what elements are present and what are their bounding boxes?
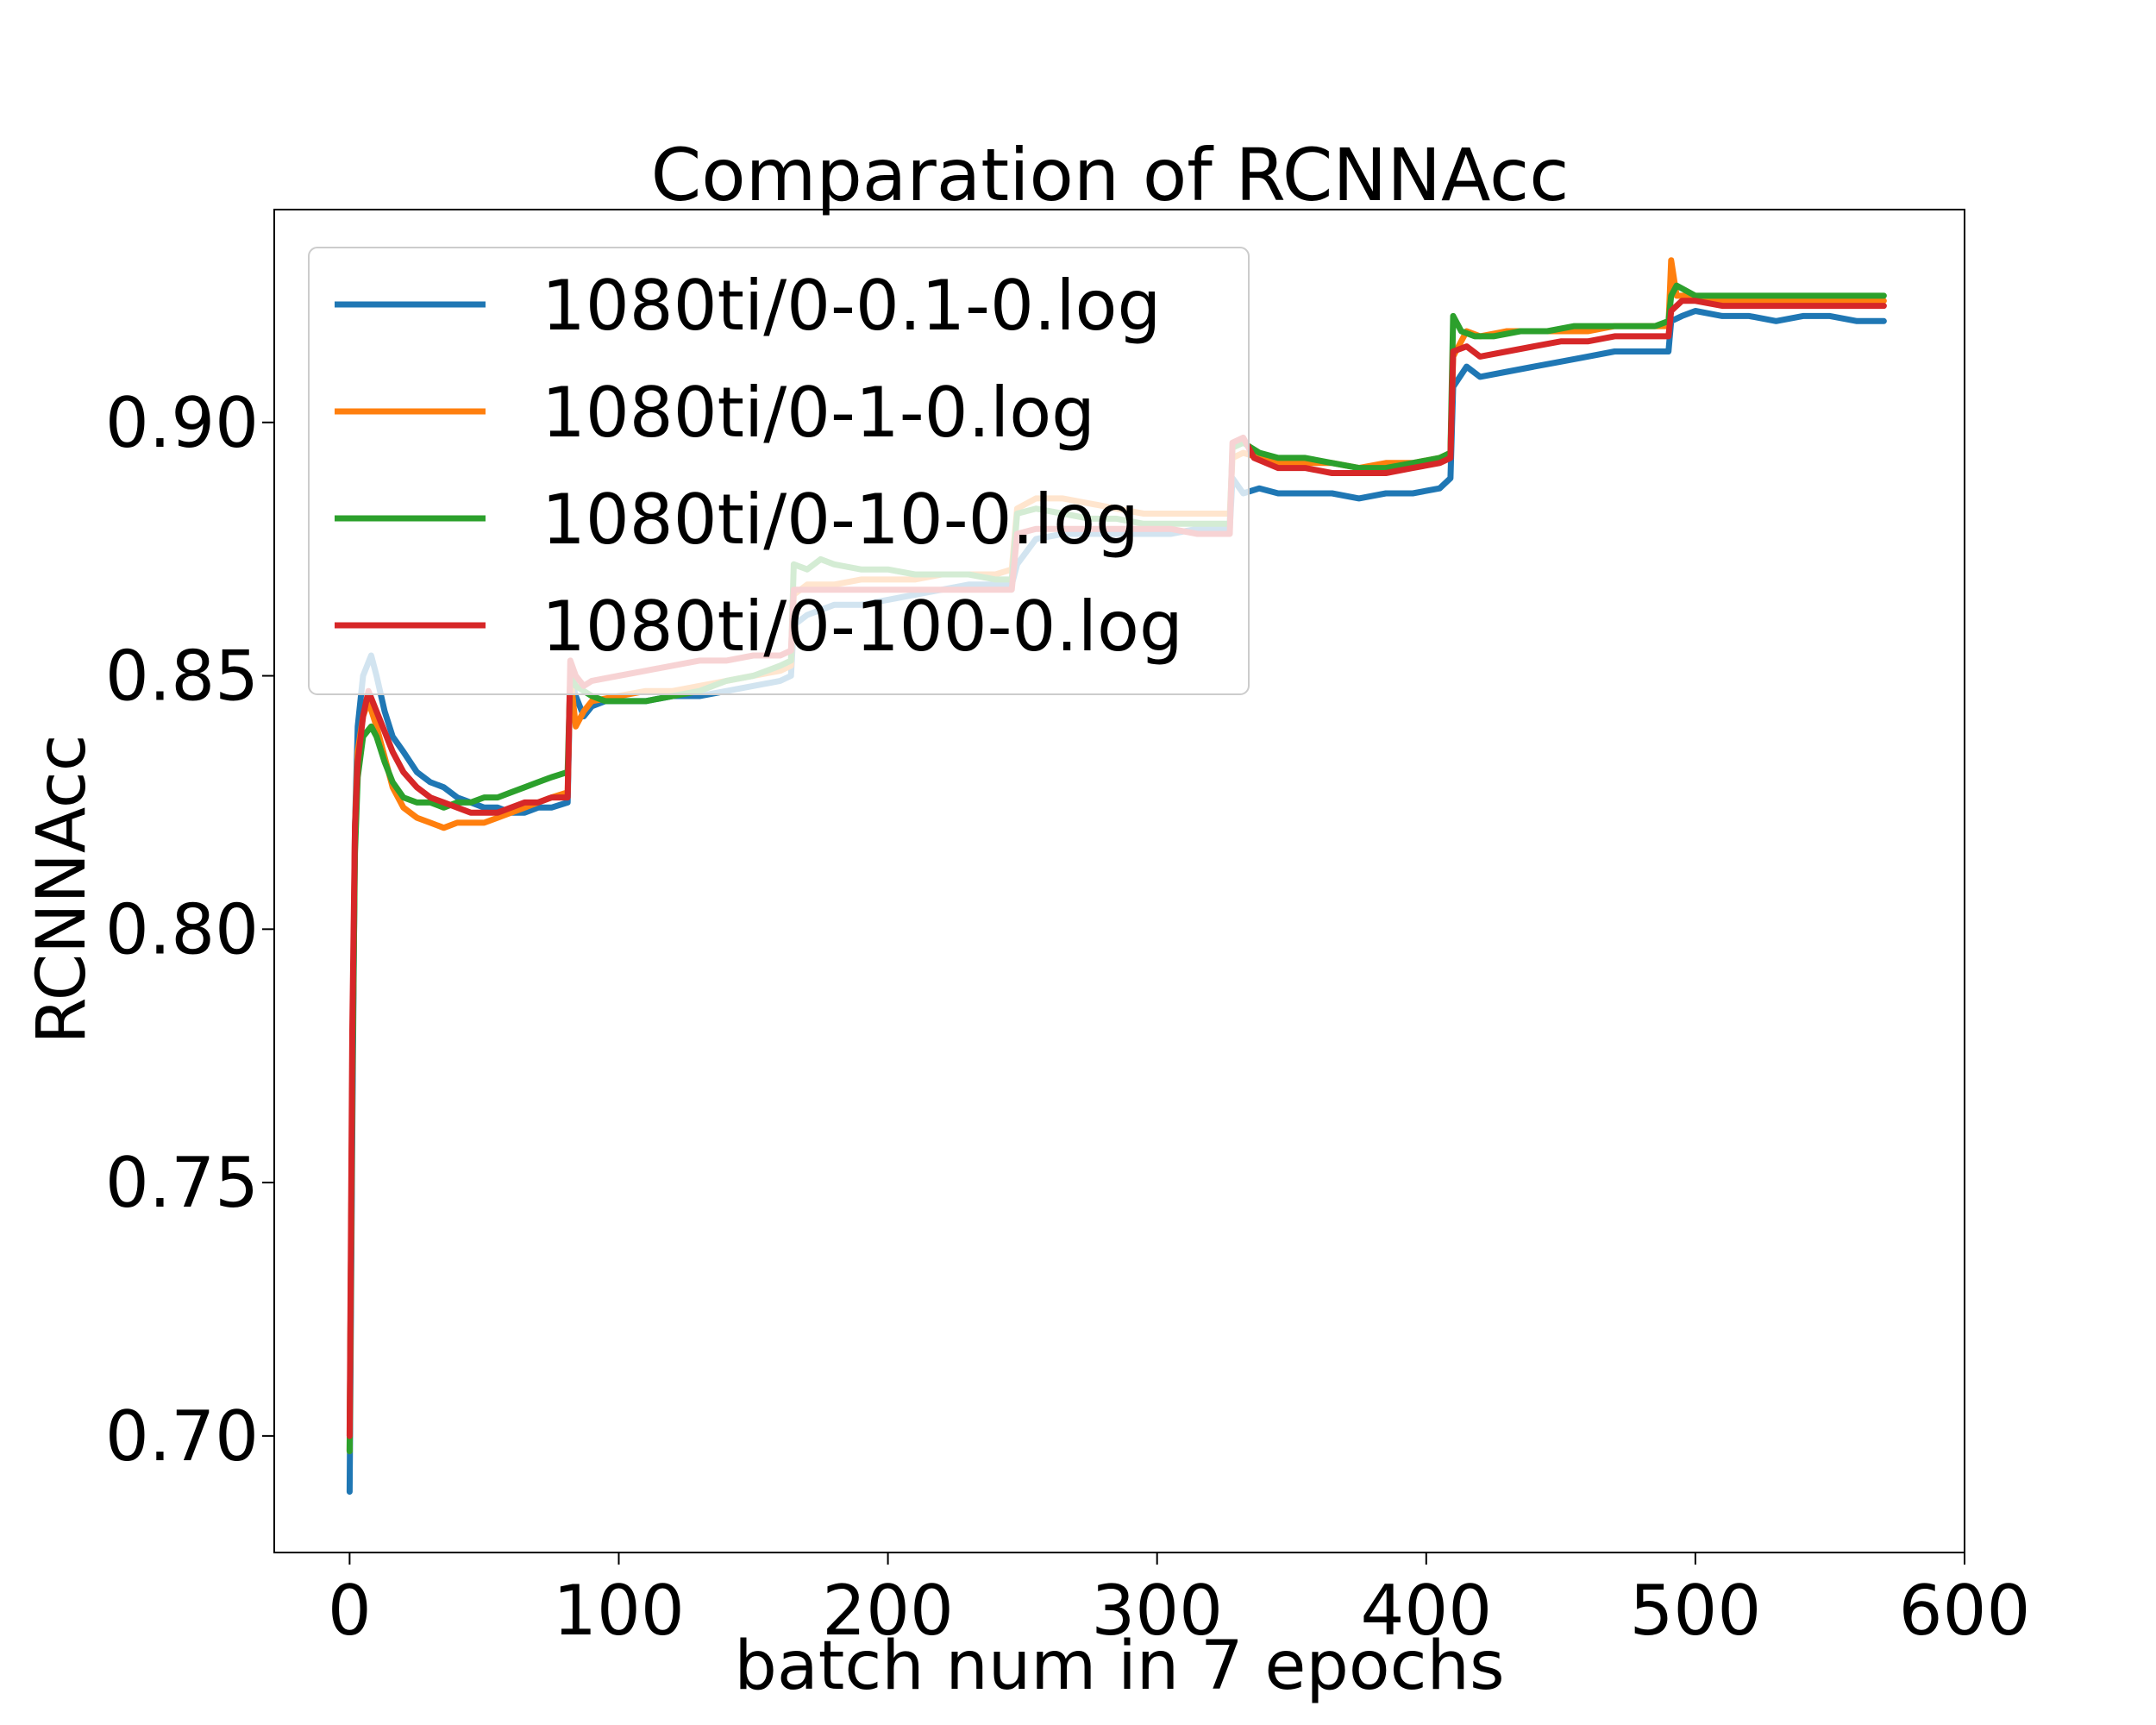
y-tick-label: 0.90 [105, 383, 259, 463]
x-tick-label: 300 [1091, 1571, 1223, 1651]
legend-label-1: 1080ti/0-0.1-0.log [542, 266, 1161, 346]
y-tick-label: 0.80 [105, 889, 259, 969]
y-tick-label: 0.70 [105, 1396, 259, 1477]
legend-items: 1080ti/0-0.1-0.log 1080ti/0-1-0.log 1080ti… [335, 266, 1183, 667]
y-axis-label: RCNNAcc [23, 734, 101, 1044]
x-tick-label: 0 [328, 1571, 372, 1651]
x-tick-label: 200 [822, 1571, 954, 1651]
legend-label-2: 1080ti/0-1-0.log [542, 373, 1095, 453]
y-tick-label: 0.75 [105, 1143, 259, 1223]
x-tick-label: 500 [1630, 1571, 1762, 1651]
x-tick-label: 600 [1899, 1571, 2031, 1651]
x-tick-label: 400 [1360, 1571, 1492, 1651]
x-axis-ticks: 0 100 200 300 400 500 600 [328, 1552, 2030, 1651]
x-axis-label: batch num in 7 epochs [734, 1628, 1504, 1705]
x-tick-label: 100 [553, 1571, 685, 1651]
chart-title: Comparation of RCNNAcc [651, 133, 1570, 217]
legend-box [308, 247, 1250, 695]
y-axis-ticks: 0.70 0.75 0.80 0.85 0.90 [105, 383, 274, 1477]
plot-frame [273, 209, 1965, 1553]
legend-label-3: 1080ti/0-10-0.log [542, 480, 1139, 560]
legend: 1080ti/0-0.1-0.log 1080ti/0-1-0.log 1080ti… [308, 247, 1250, 695]
y-tick-label: 0.85 [105, 637, 259, 717]
legend-label-4: 1080ti/0-100-0.log [542, 586, 1183, 667]
